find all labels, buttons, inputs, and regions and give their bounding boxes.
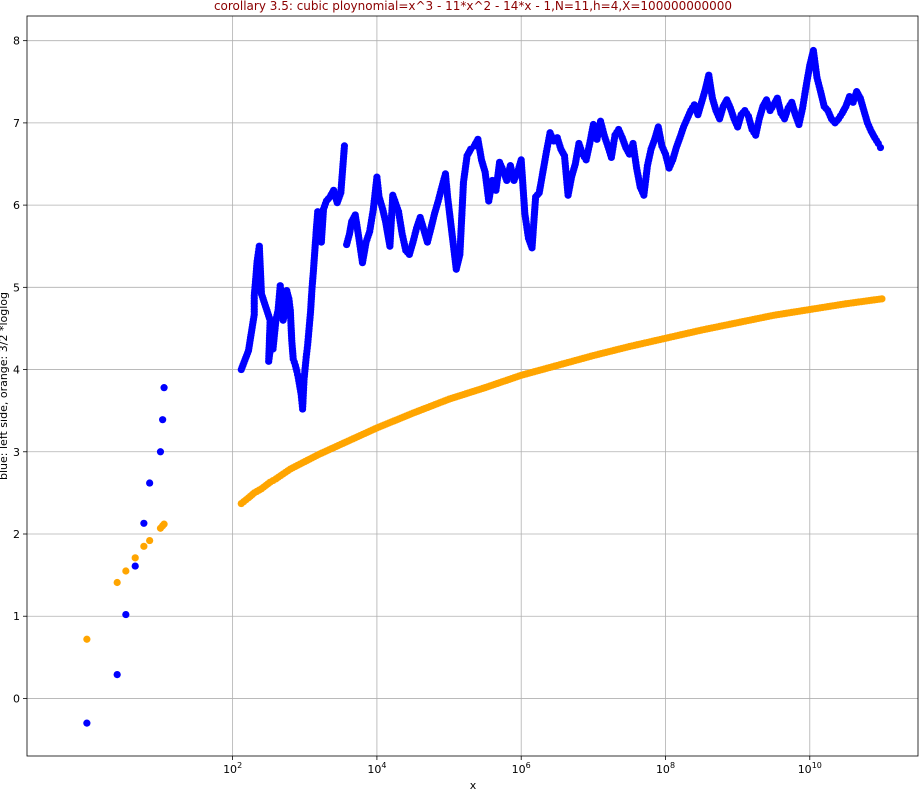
x-tick-label: 108 xyxy=(656,761,675,776)
chart-title: corollary 3.5: cubic ploynomial=x^3 - 11… xyxy=(214,0,732,13)
x-tick-label: 104 xyxy=(367,761,386,776)
data-point xyxy=(876,143,885,152)
data-point xyxy=(160,520,168,528)
data-point xyxy=(156,448,165,456)
x-tick-label-base: 10 xyxy=(223,763,237,776)
data-point xyxy=(131,554,139,562)
y-tick-label: 6 xyxy=(13,199,20,212)
y-tick-label: 3 xyxy=(13,446,20,459)
x-tick-label-base: 10 xyxy=(512,763,526,776)
data-point xyxy=(122,567,130,575)
data-point xyxy=(113,578,121,587)
series-layer xyxy=(83,46,886,727)
y-tick-label: 7 xyxy=(13,117,20,130)
data-point xyxy=(878,295,886,303)
data-point xyxy=(131,562,139,570)
data-point xyxy=(159,416,167,424)
data-point xyxy=(160,384,168,392)
data-point xyxy=(340,142,349,150)
x-tick-label-base: 10 xyxy=(798,763,812,776)
x-tick-label: 1010 xyxy=(798,761,822,776)
data-point xyxy=(146,479,154,487)
x-tick-label-exponent: 8 xyxy=(670,761,675,770)
data-point xyxy=(83,635,91,643)
y-tick-label: 0 xyxy=(13,692,20,705)
y-tick-label: 1 xyxy=(13,610,20,623)
data-point xyxy=(113,671,121,679)
grid-layer xyxy=(27,16,918,756)
data-point xyxy=(122,610,130,619)
x-tick-label-exponent: 2 xyxy=(237,761,242,770)
orange-series xyxy=(83,295,886,643)
x-axis-label: x xyxy=(470,779,477,791)
y-tick-label: 5 xyxy=(13,281,20,294)
data-point xyxy=(83,719,91,727)
x-tick-label: 102 xyxy=(223,761,242,776)
x-tick-label-base: 10 xyxy=(656,763,670,776)
x-tick-label-exponent: 4 xyxy=(381,761,386,770)
x-tick-label: 106 xyxy=(512,761,531,776)
blue-series xyxy=(83,46,885,727)
y-tick-label: 4 xyxy=(13,364,20,377)
x-tick-label-base: 10 xyxy=(367,763,381,776)
plot-frame xyxy=(26,15,919,757)
y-axis-label: blue: left side, orange: 3/2 *loglog xyxy=(0,292,10,480)
y-tick-label: 2 xyxy=(13,528,20,541)
x-tick-label-exponent: 10 xyxy=(812,761,822,770)
data-point xyxy=(146,536,154,545)
data-point xyxy=(140,542,148,550)
y-tick-label: 8 xyxy=(13,35,20,48)
data-point xyxy=(140,519,148,527)
x-tick-label-exponent: 6 xyxy=(526,761,531,770)
